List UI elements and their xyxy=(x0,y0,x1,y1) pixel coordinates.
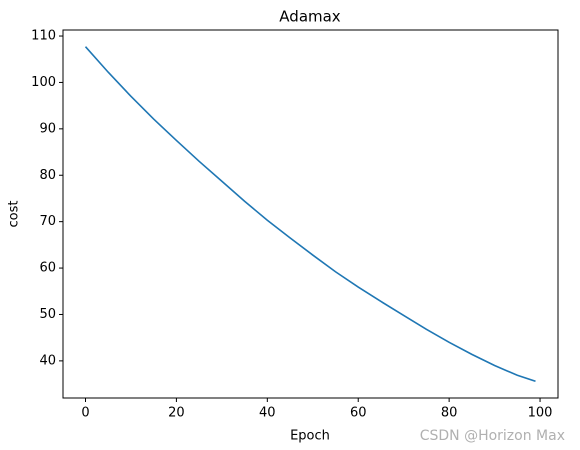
y-tick-label: 90 xyxy=(39,121,56,136)
line-series xyxy=(84,46,536,383)
x-axis-label: Epoch xyxy=(290,429,330,444)
watermark: CSDN @Horizon Max xyxy=(420,428,565,444)
x-tick-label: 100 xyxy=(528,406,553,421)
y-tick-label: 50 xyxy=(39,307,56,322)
y-tick-label: 80 xyxy=(39,168,56,183)
y-axis-label: cost xyxy=(7,201,22,228)
y-tick-label: 60 xyxy=(39,261,56,276)
x-tick-label: 80 xyxy=(441,406,458,421)
chart-title: Adamax xyxy=(279,8,341,26)
y-tick-label: 40 xyxy=(39,353,56,368)
y-tick-label: 100 xyxy=(31,75,56,90)
x-tick-label: 20 xyxy=(168,406,185,421)
x-tick-label: 40 xyxy=(259,406,276,421)
plot-frame xyxy=(62,29,559,399)
y-tick-label: 110 xyxy=(31,29,56,44)
x-tick-label: 0 xyxy=(81,406,89,421)
y-tick-label: 70 xyxy=(39,214,56,229)
x-tick-label: 60 xyxy=(350,406,367,421)
